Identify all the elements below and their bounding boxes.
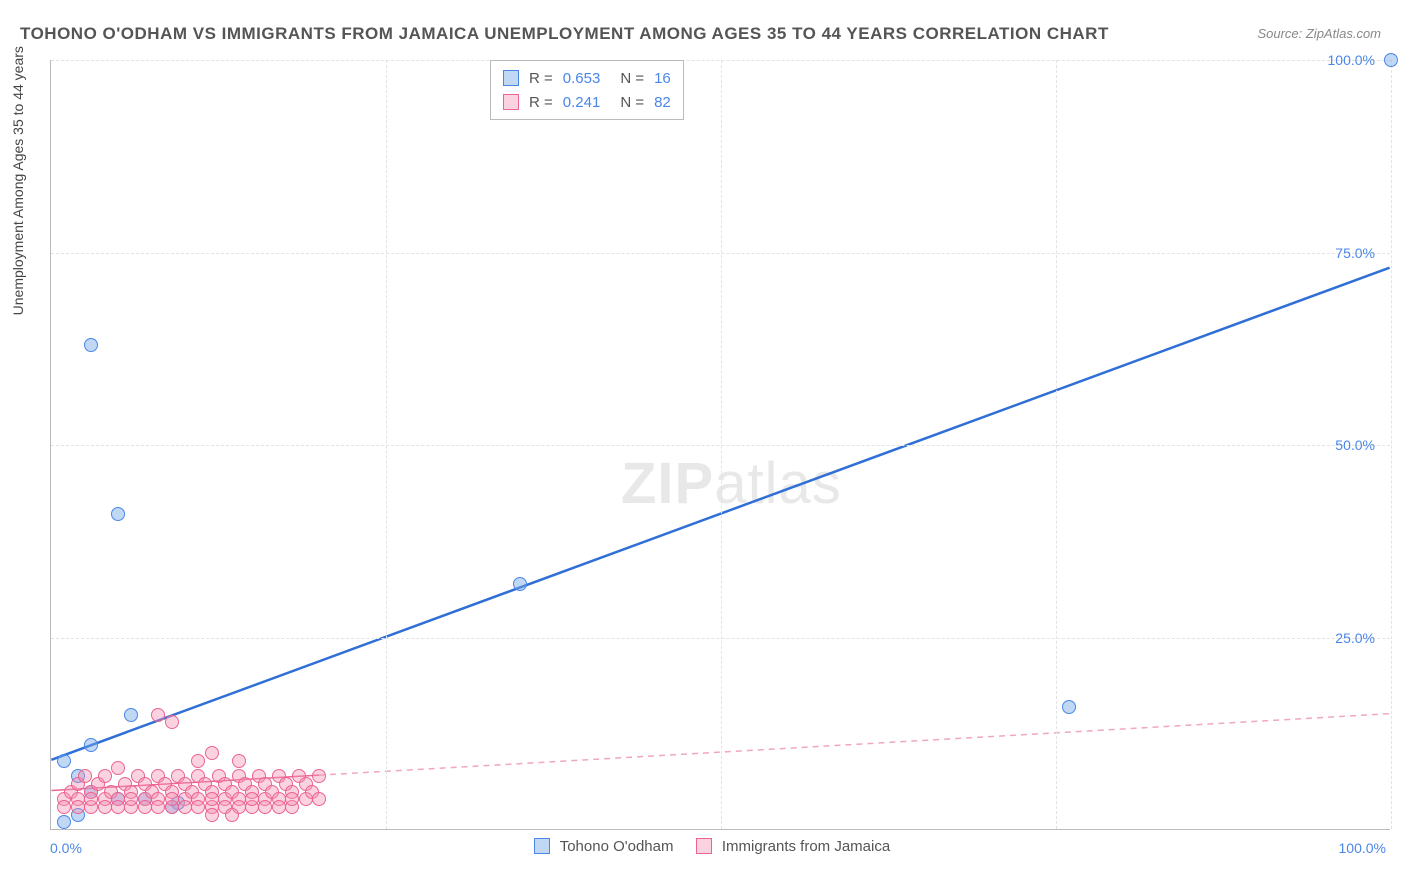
data-point-pink <box>151 800 165 814</box>
data-point-pink <box>124 792 138 806</box>
swatch-pink <box>503 94 519 110</box>
data-point-pink <box>165 792 179 806</box>
data-point-blue <box>57 754 71 768</box>
data-point-pink <box>98 800 112 814</box>
data-point-pink <box>312 792 326 806</box>
data-point-pink <box>151 708 165 722</box>
data-point-pink <box>245 792 259 806</box>
source-label: Source: ZipAtlas.com <box>1257 26 1381 41</box>
data-point-pink <box>78 769 92 783</box>
r-value: 0.241 <box>563 94 601 111</box>
data-point-blue <box>513 577 527 591</box>
data-point-pink <box>225 808 239 822</box>
watermark: ZIPatlas <box>621 450 842 517</box>
legend-swatch-blue <box>534 838 550 854</box>
data-point-pink <box>111 761 125 775</box>
data-point-pink <box>258 800 272 814</box>
data-point-pink <box>191 800 205 814</box>
data-point-pink <box>84 792 98 806</box>
chart-title: TOHONO O'ODHAM VS IMMIGRANTS FROM JAMAIC… <box>20 24 1109 44</box>
data-point-pink <box>312 769 326 783</box>
data-point-pink <box>205 792 219 806</box>
data-point-pink <box>57 800 71 814</box>
data-point-pink <box>272 800 286 814</box>
data-point-pink <box>178 800 192 814</box>
bottom-legend: Tohono O'odham Immigrants from Jamaica <box>0 838 1406 855</box>
data-point-pink <box>191 754 205 768</box>
y-tick-label: 25.0% <box>1335 630 1375 646</box>
stats-row-pink: R = 0.241 N = 82 <box>503 90 671 114</box>
vgrid-line <box>1391 60 1392 829</box>
stats-legend-box: R = 0.653 N = 16 R = 0.241 N = 82 <box>490 60 684 120</box>
data-point-pink <box>285 792 299 806</box>
data-point-blue <box>111 507 125 521</box>
y-tick-label: 100.0% <box>1328 52 1375 68</box>
y-axis-label: Unemployment Among Ages 35 to 44 years <box>10 46 26 315</box>
vgrid-line <box>1056 60 1057 829</box>
legend-label-pink: Immigrants from Jamaica <box>722 838 890 855</box>
vgrid-line <box>386 60 387 829</box>
r-label: R = <box>529 94 553 111</box>
data-point-pink <box>232 754 246 768</box>
data-point-blue <box>124 708 138 722</box>
n-label: N = <box>620 70 644 87</box>
r-value: 0.653 <box>563 70 601 87</box>
data-point-blue <box>1384 53 1398 67</box>
y-tick-label: 50.0% <box>1335 437 1375 453</box>
legend-swatch-pink <box>696 838 712 854</box>
legend-label-blue: Tohono O'odham <box>560 838 674 855</box>
data-point-pink <box>138 800 152 814</box>
data-point-pink <box>98 769 112 783</box>
trend-line-dashed <box>319 714 1390 776</box>
data-point-pink <box>165 715 179 729</box>
vgrid-line <box>721 60 722 829</box>
data-point-pink <box>205 808 219 822</box>
data-point-pink <box>111 800 125 814</box>
data-point-pink <box>71 800 85 814</box>
n-label: N = <box>620 94 644 111</box>
r-label: R = <box>529 70 553 87</box>
data-point-pink <box>205 746 219 760</box>
data-point-blue <box>84 738 98 752</box>
stats-row-blue: R = 0.653 N = 16 <box>503 66 671 90</box>
data-point-blue <box>84 338 98 352</box>
n-value: 82 <box>654 94 671 111</box>
plot-area: ZIPatlas 25.0%50.0%75.0%100.0% <box>50 60 1390 830</box>
data-point-blue <box>1062 700 1076 714</box>
n-value: 16 <box>654 70 671 87</box>
swatch-blue <box>503 70 519 86</box>
y-tick-label: 75.0% <box>1335 245 1375 261</box>
data-point-blue <box>57 815 71 829</box>
